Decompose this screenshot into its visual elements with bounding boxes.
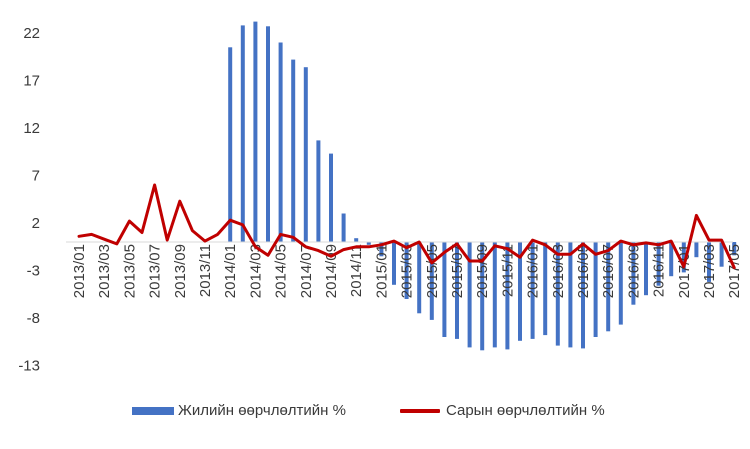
bar-2015-03 (404, 242, 409, 299)
bar-2015-08 (467, 242, 472, 348)
x-tick-label: 2013/09 (172, 244, 189, 298)
bar-2016-09 (631, 242, 636, 305)
bar-2014-06 (291, 59, 296, 242)
bar-2014-09 (329, 153, 333, 242)
bar-2015-07 (455, 242, 459, 339)
bar-2016-04 (568, 242, 573, 348)
y-tick-label: 12 (23, 120, 40, 137)
bar-2014-05 (278, 42, 283, 242)
bar-2014-03 (253, 21, 258, 242)
y-tick-label: 7 (32, 168, 40, 185)
bar-2014-08 (316, 140, 321, 242)
x-tick-label: 2014/07 (298, 244, 315, 298)
line-series-monthly (77, 183, 736, 270)
x-tick-label: 2013/07 (147, 244, 164, 298)
y-tick-label: -3 (27, 263, 40, 280)
x-tick-label: 2013/05 (121, 244, 138, 298)
legend: Жилийн өөрчлөлтийн % Сарын өөрчлөлтийн % (0, 402, 750, 426)
x-tick-label: 2013/03 (96, 244, 113, 298)
y-tick-label: 17 (23, 73, 40, 90)
bar-2016-03 (555, 242, 560, 346)
x-tick-label: 2015/03 (399, 244, 416, 298)
x-tick-label: 2014/01 (222, 244, 239, 298)
x-tick-label: 2013/01 (71, 244, 88, 298)
bar-2016-02 (543, 242, 548, 336)
bar-2016-06 (593, 242, 598, 337)
bar-2014-10 (341, 213, 346, 242)
x-tick-label: 2016/05 (575, 244, 592, 298)
bar-2014-07 (303, 67, 308, 242)
x-tick-label: 2016/01 (525, 244, 542, 298)
bar-2015-06 (442, 242, 447, 337)
bar-2016-11 (656, 242, 661, 286)
legend-label-monthly: Сарын өөрчлөлтийн % (446, 402, 605, 419)
bar-2015-11 (505, 242, 510, 350)
bar-2015-04 (417, 242, 422, 314)
bar-2014-01 (228, 47, 233, 243)
bar-2017-01 (681, 242, 686, 273)
x-axis-ticks: 2013/01 2013/03 2013/05 2013/07 2013/09 2013/… (71, 244, 743, 298)
bar-2016-12 (669, 242, 674, 277)
legend-label-annual: Жилийн өөрчлөлтийн % (178, 402, 346, 419)
bar-2017-04 (719, 242, 724, 267)
x-tick-label: 2014/05 (273, 244, 290, 298)
x-tick-label: 2014/11 (348, 244, 365, 297)
legend-item-monthly: Сарын өөрчлөлтийн % (400, 402, 605, 419)
y-tick-label: 22 (23, 25, 40, 42)
bar-2014-12 (366, 242, 371, 245)
bar-2015-09 (480, 242, 485, 351)
y-tick-label: 2 (32, 215, 40, 232)
bar-2015-10 (492, 242, 497, 348)
x-tick-label: 2015/07 (449, 244, 466, 298)
x-tick-label: 2017/01 (676, 244, 693, 298)
bar-2014-02 (240, 25, 245, 243)
y-axis-ticks: 22 17 12 7 2 -3 -8 -13 (18, 25, 40, 375)
x-tick-label: 2015/01 (373, 244, 390, 298)
legend-item-annual: Жилийн өөрчлөлтийн % (132, 402, 346, 419)
bar-2015-02 (392, 242, 396, 285)
y-tick-label: -8 (27, 310, 40, 327)
bar-series-annual (228, 21, 737, 351)
bar-2016-08 (618, 242, 623, 325)
bar-2016-07 (606, 242, 611, 332)
bar-2014-04 (266, 26, 270, 242)
bar-2016-01 (530, 242, 535, 339)
bar-2017-05 (732, 242, 737, 256)
bar-2015-05 (429, 242, 434, 320)
x-tick-label: 2016/09 (625, 244, 642, 298)
x-tick-label: 2015/11 (499, 244, 516, 297)
x-tick-label: 2016/11 (651, 244, 668, 297)
bar-2015-01 (379, 242, 384, 257)
bar-2017-03 (707, 242, 711, 282)
bar-2016-10 (644, 242, 648, 296)
legend-swatch-annual (132, 406, 174, 415)
y-tick-label: -13 (18, 358, 40, 375)
x-tick-label: 2017/03 (701, 244, 718, 298)
legend-swatch-monthly (400, 408, 440, 413)
bar-2017-02 (694, 242, 699, 258)
x-tick-label: 2014/09 (323, 244, 340, 298)
bar-2014-11 (354, 238, 359, 242)
bar-2016-05 (581, 242, 585, 349)
x-tick-label: 2016/07 (600, 244, 617, 298)
x-tick-label: 2014/03 (247, 244, 264, 298)
x-tick-label: 2016/03 (550, 244, 567, 298)
bar-2015-12 (518, 242, 522, 341)
x-tick-label: 2013/11 (197, 244, 214, 297)
line-monthly-change (77, 183, 736, 270)
